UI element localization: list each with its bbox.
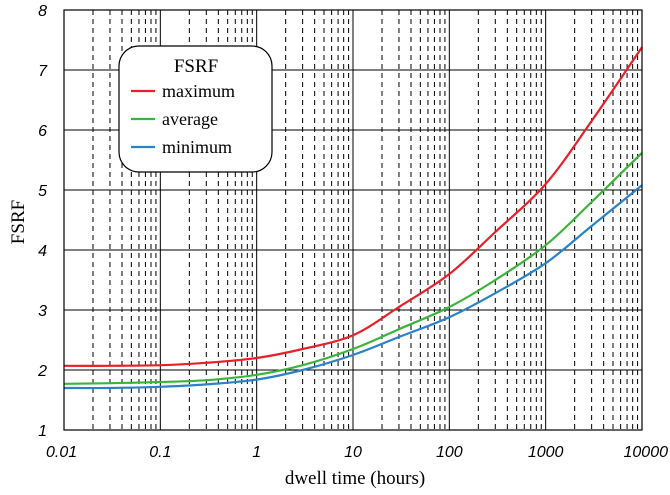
y-tick-label: 1 [38, 423, 47, 440]
legend-title: FSRF [174, 56, 218, 77]
legend-label-minimum: minimum [162, 137, 232, 157]
y-tick-label: 6 [38, 123, 47, 140]
legend-label-average: average [162, 109, 218, 129]
x-tick-label: 1 [252, 444, 261, 461]
y-tick-label: 3 [38, 303, 47, 320]
grid [63, 9, 643, 431]
legend-label-maximum: maximum [162, 81, 235, 101]
legend-items: maximum average minimum [131, 81, 235, 157]
x-tick-label: 1000 [528, 444, 564, 461]
x-tick-label: 0.1 [149, 444, 171, 461]
series-line-maximum [63, 46, 643, 367]
series-line-minimum [63, 184, 643, 390]
y-tick-label: 7 [38, 63, 48, 80]
y-axis-label: FSRF [8, 200, 29, 244]
y-tick-label: 5 [38, 183, 47, 200]
x-tick-label: 10 [344, 444, 362, 461]
y-tick-label: 8 [38, 3, 47, 20]
x-tick-label: 0.01 [46, 444, 77, 461]
x-tick-labels: 0.01 0.1 1 10 100 1000 10000 [46, 444, 668, 461]
legend-box [118, 45, 273, 173]
legend: FSRF maximum average minimum [118, 45, 273, 173]
series-lines [63, 46, 643, 390]
y-tick-labels: 1 2 3 4 5 6 7 8 [37, 3, 48, 440]
series-line-average [63, 152, 643, 385]
x-tick-label: 100 [436, 444, 463, 461]
y-tick-label: 4 [38, 243, 47, 260]
x-tick-label: 10000 [624, 444, 669, 461]
y-tick-label: 2 [37, 363, 47, 380]
plot-frame [63, 9, 643, 431]
x-axis-label: dwell time (hours) [285, 468, 425, 489]
